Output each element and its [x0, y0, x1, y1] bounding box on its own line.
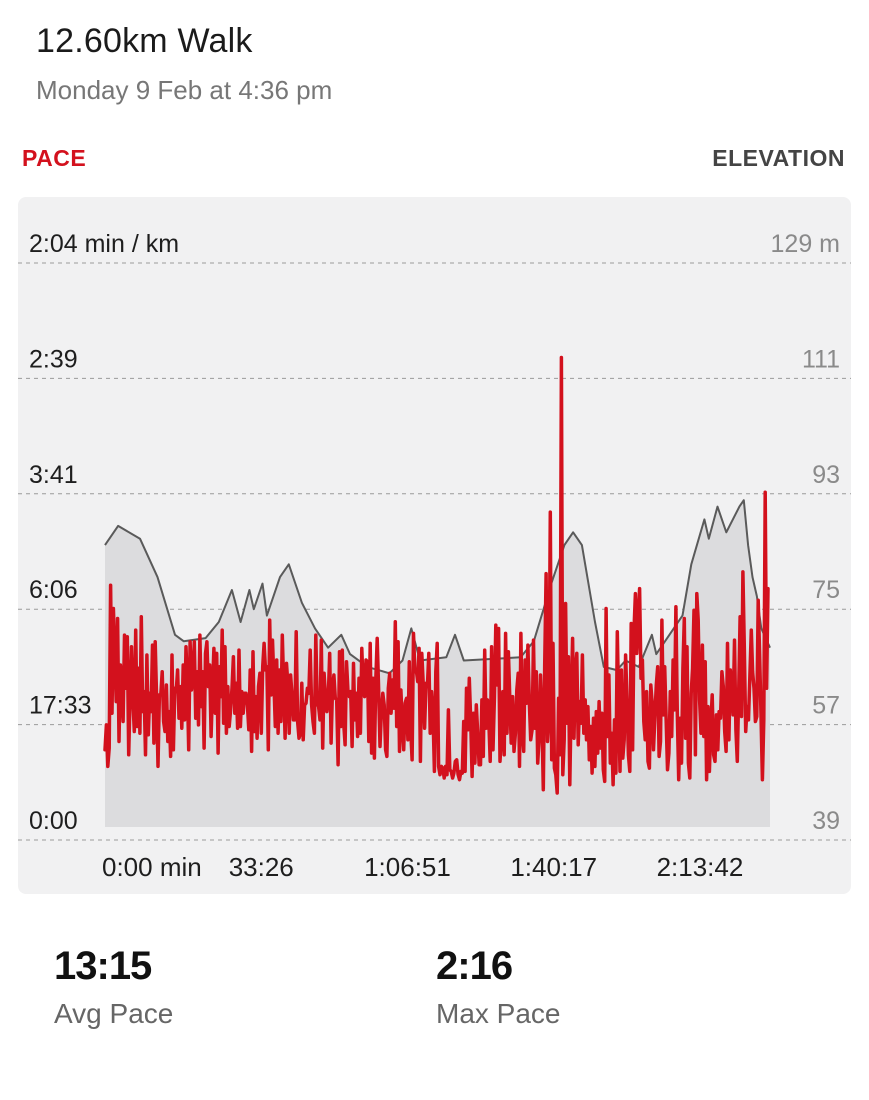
y-tick-label-left: 3:41: [29, 461, 78, 489]
y-tick-label-right: 75: [812, 576, 840, 604]
x-tick-label: 0:00 min: [102, 852, 202, 882]
activity-date: Monday 9 Feb at 4:36 pm: [36, 75, 333, 105]
pace-elevation-chart: 2:04 min / km 129 m 2:39 111 3:41 93 6:06 75 17:…: [18, 197, 851, 894]
y-tick-label-right: 129 m: [771, 230, 840, 258]
x-tick-label: 2:13:42: [657, 852, 744, 882]
x-tick-label: 1:06:51: [364, 852, 451, 882]
activity-title: 12.60km Walk: [36, 22, 253, 60]
y-tick-label-left: 17:33: [29, 692, 92, 720]
pace-line: [103, 355, 770, 795]
x-tick-label: 33:26: [229, 852, 294, 882]
max-pace-label: Max Pace: [436, 998, 561, 1029]
y-tick-label-left: 6:06: [29, 576, 78, 604]
tab-pace[interactable]: PACE: [22, 145, 87, 171]
avg-pace-label: Avg Pace: [54, 998, 174, 1029]
elevation-line: [104, 499, 771, 675]
y-tick-label-right: 93: [812, 461, 840, 489]
max-pace-value: 2:16: [436, 944, 513, 988]
tab-elevation[interactable]: ELEVATION: [712, 145, 845, 171]
chart-canvas: 2:04 min / km 129 m 2:39 111 3:41 93 6:06 75 17:…: [18, 230, 851, 882]
y-tick-label-right: 57: [812, 692, 840, 720]
y-tick-label-right: 111: [802, 345, 840, 373]
y-tick-label-left: 2:04 min / km: [29, 230, 179, 258]
y-tick-label-left: 2:39: [29, 345, 78, 373]
y-tick-label-right: 39: [812, 807, 840, 835]
avg-pace-value: 13:15: [54, 944, 152, 988]
x-tick-label: 1:40:17: [510, 852, 597, 882]
y-tick-label-left: 0:00: [29, 807, 78, 835]
